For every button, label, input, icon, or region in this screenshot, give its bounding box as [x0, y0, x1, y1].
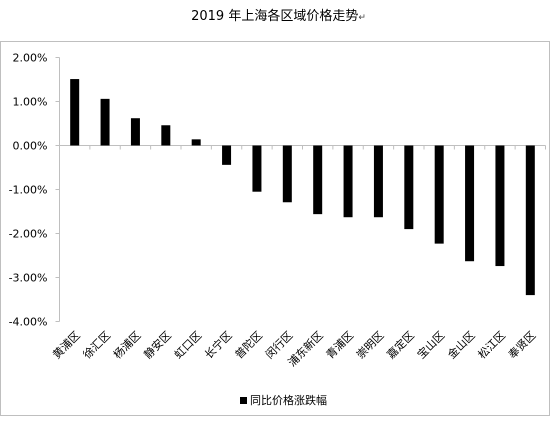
y-tick-label: -4.00% — [9, 316, 48, 329]
chart-frame — [0, 41, 550, 416]
y-tick-label: -3.00% — [9, 272, 48, 285]
y-tick-label: -2.00% — [9, 228, 48, 241]
x-tick-label: 奉贤区 — [505, 328, 538, 361]
y-tick-label: 0.00% — [13, 140, 48, 153]
x-tick-label: 黄浦区 — [50, 328, 83, 361]
bar — [525, 145, 535, 296]
bar — [130, 118, 140, 146]
x-tick-label: 崇明区 — [354, 329, 387, 362]
x-tick-label: 金山区 — [444, 328, 477, 361]
bar — [404, 145, 414, 230]
legend-swatch — [240, 396, 247, 404]
chart-title-text: 2019 年上海各区域价格走势 — [191, 9, 359, 24]
bar — [222, 145, 232, 165]
legend-label: 同比价格涨跌幅 — [250, 394, 327, 407]
bar — [191, 139, 201, 146]
chart-title: 2019 年上海各区域价格走势↵ — [0, 5, 557, 24]
bar — [252, 145, 262, 192]
legend: 同比价格涨跌幅 — [240, 392, 327, 408]
bar — [161, 125, 171, 146]
x-tick-label: 静安区 — [141, 328, 174, 361]
x-tick-label: 普陀区 — [232, 328, 265, 361]
y-tick-label: 1.00% — [13, 96, 48, 109]
x-tick-label: 长宁区 — [201, 328, 234, 361]
bar — [70, 79, 80, 146]
x-tick-label: 杨浦区 — [110, 328, 143, 361]
y-tick-label: -1.00% — [9, 184, 48, 197]
bar — [343, 145, 353, 218]
bar — [313, 145, 323, 215]
x-tick-label: 宝山区 — [414, 328, 447, 361]
bar — [282, 145, 292, 203]
bar — [465, 145, 475, 262]
bar — [434, 145, 444, 244]
x-tick-label: 虹口区 — [172, 329, 205, 362]
bar — [373, 145, 383, 218]
return-mark-icon: ↵ — [358, 13, 366, 23]
x-tick-label: 青浦区 — [324, 329, 357, 362]
bar — [495, 145, 505, 267]
bar — [100, 98, 110, 146]
x-tick-label: 松江区 — [475, 328, 508, 361]
x-tick-label: 嘉定区 — [384, 328, 417, 361]
y-tick-label: 2.00% — [13, 52, 48, 65]
x-tick-label: 徐汇区 — [80, 328, 113, 361]
